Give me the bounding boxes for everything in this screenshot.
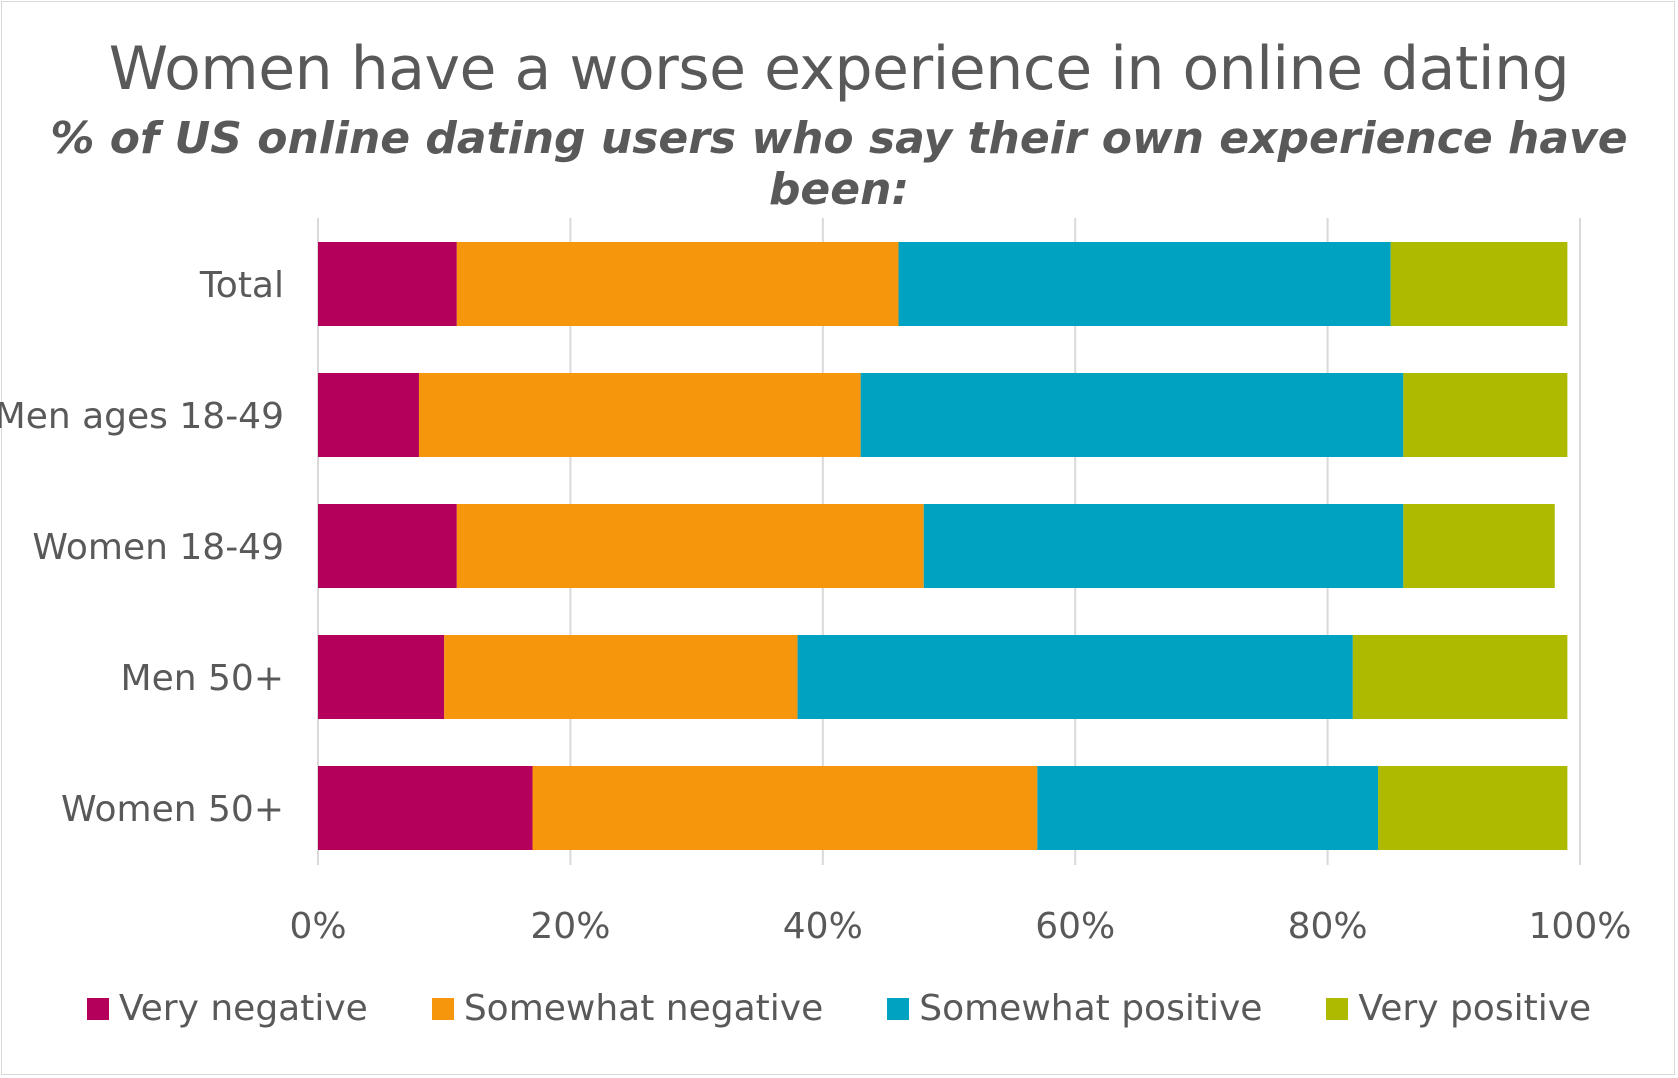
chart-title: Women have a worse experience in online … <box>108 34 1570 104</box>
category-labels: Total Men ages 18-49 Women 18-49 Men 50+ Wom… <box>0 265 284 830</box>
bar-segment <box>456 504 924 588</box>
legend-label: Somewhat positive <box>919 988 1263 1029</box>
legend-label: Somewhat negative <box>463 988 824 1029</box>
x-tick-label: 80% <box>1288 906 1368 947</box>
x-tick-label: 100% <box>1529 906 1632 947</box>
bar-segment <box>318 504 457 588</box>
x-tick-labels: 0% 20% 40% 60% 80% 100% <box>289 906 1631 947</box>
category-label: Men ages 18-49 <box>0 396 284 437</box>
legend-item: Somewhat negative <box>431 988 824 1029</box>
bar-segment <box>318 635 445 719</box>
category-label: Women 50+ <box>61 789 284 830</box>
category-label: Women 18-49 <box>32 527 284 568</box>
x-tick-label: 0% <box>289 906 346 947</box>
bar-segment <box>456 242 899 326</box>
legend-label: Very negative <box>118 988 368 1029</box>
legend-label: Very positive <box>1358 988 1592 1029</box>
legend-swatch <box>86 997 109 1020</box>
bar-segment <box>318 373 419 457</box>
x-tick-label: 60% <box>1035 906 1115 947</box>
legend-swatch <box>431 997 454 1020</box>
bar-segment <box>1390 242 1568 326</box>
chart-subtitle: % of US online dating users who say thei… <box>50 113 1628 215</box>
bar-segment <box>1037 766 1379 850</box>
bar-segment <box>418 373 861 457</box>
legend-swatch <box>887 997 910 1020</box>
legend-item: Very negative <box>86 988 368 1029</box>
bar-segment <box>923 504 1404 588</box>
bar-segment <box>1378 766 1568 850</box>
bar-segment <box>1352 635 1568 719</box>
bar-segment <box>532 766 1038 850</box>
category-label: Total <box>199 265 284 306</box>
legend-swatch <box>1326 997 1349 1020</box>
x-tick-label: 40% <box>783 906 863 947</box>
legend-item: Very positive <box>1326 988 1591 1029</box>
bar-segment <box>1403 504 1555 588</box>
legend: Very negative Somewhat negative Somewhat p… <box>0 988 1678 1029</box>
bar-segment <box>898 242 1391 326</box>
bar-segment <box>444 635 798 719</box>
bar-segment <box>797 635 1353 719</box>
bars <box>318 242 1568 850</box>
bar-segment <box>860 373 1404 457</box>
legend-item: Somewhat positive <box>887 988 1262 1029</box>
x-tick-label: 20% <box>530 906 610 947</box>
category-label: Men 50+ <box>121 658 284 699</box>
bar-segment <box>1403 373 1568 457</box>
bar-segment <box>318 242 457 326</box>
bar-segment <box>318 766 533 850</box>
